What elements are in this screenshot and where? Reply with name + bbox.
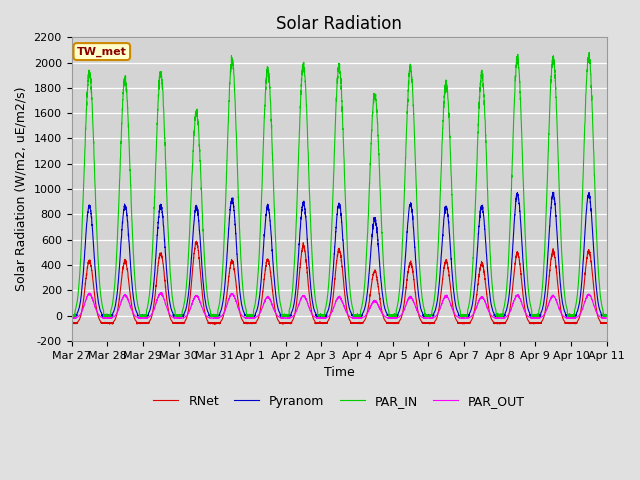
Line: Pyranom: Pyranom bbox=[72, 192, 607, 317]
Pyranom bbox=[175, 314, 182, 320]
RNet bbox=[429, 321, 437, 326]
PAR_IN bbox=[603, 313, 611, 319]
PAR_IN bbox=[429, 303, 437, 309]
PAR_OUT bbox=[164, 307, 172, 313]
PAR_OUT bbox=[319, 315, 327, 321]
Pyranom bbox=[602, 313, 610, 319]
PAR_OUT bbox=[459, 315, 467, 321]
PAR_IN bbox=[586, 49, 593, 55]
PAR_OUT bbox=[158, 290, 166, 296]
Text: TW_met: TW_met bbox=[77, 47, 127, 57]
PAR_IN bbox=[490, 294, 497, 300]
Pyranom bbox=[490, 309, 497, 315]
RNet bbox=[459, 320, 467, 325]
Pyranom bbox=[603, 313, 611, 319]
RNet bbox=[319, 320, 327, 326]
RNet bbox=[490, 319, 497, 325]
PAR_IN bbox=[353, 315, 361, 321]
Pyranom bbox=[319, 313, 327, 319]
RNet bbox=[193, 238, 200, 244]
RNet bbox=[602, 320, 610, 325]
RNet bbox=[68, 321, 76, 327]
PAR_IN bbox=[602, 313, 610, 319]
PAR_OUT bbox=[603, 315, 611, 321]
Pyranom bbox=[68, 312, 76, 318]
PAR_OUT bbox=[602, 315, 610, 321]
X-axis label: Time: Time bbox=[324, 366, 355, 379]
PAR_IN bbox=[164, 217, 172, 223]
PAR_IN bbox=[319, 312, 327, 318]
Pyranom bbox=[164, 280, 172, 286]
Pyranom bbox=[429, 312, 437, 318]
Line: RNet: RNet bbox=[72, 241, 607, 324]
RNet bbox=[68, 320, 76, 326]
Line: PAR_IN: PAR_IN bbox=[72, 52, 607, 318]
Legend: RNet, Pyranom, PAR_IN, PAR_OUT: RNet, Pyranom, PAR_IN, PAR_OUT bbox=[148, 390, 530, 412]
PAR_IN bbox=[459, 312, 467, 318]
Y-axis label: Solar Radiation (W/m2, uE/m2/s): Solar Radiation (W/m2, uE/m2/s) bbox=[15, 87, 28, 291]
RNet bbox=[603, 320, 611, 325]
PAR_IN bbox=[68, 313, 76, 319]
PAR_OUT bbox=[278, 316, 285, 322]
PAR_OUT bbox=[429, 314, 437, 320]
Pyranom bbox=[459, 313, 467, 319]
Pyranom bbox=[550, 190, 557, 195]
RNet bbox=[164, 304, 172, 310]
Title: Solar Radiation: Solar Radiation bbox=[276, 15, 402, 33]
PAR_OUT bbox=[490, 314, 497, 320]
Line: PAR_OUT: PAR_OUT bbox=[72, 293, 607, 319]
PAR_OUT bbox=[68, 315, 76, 321]
